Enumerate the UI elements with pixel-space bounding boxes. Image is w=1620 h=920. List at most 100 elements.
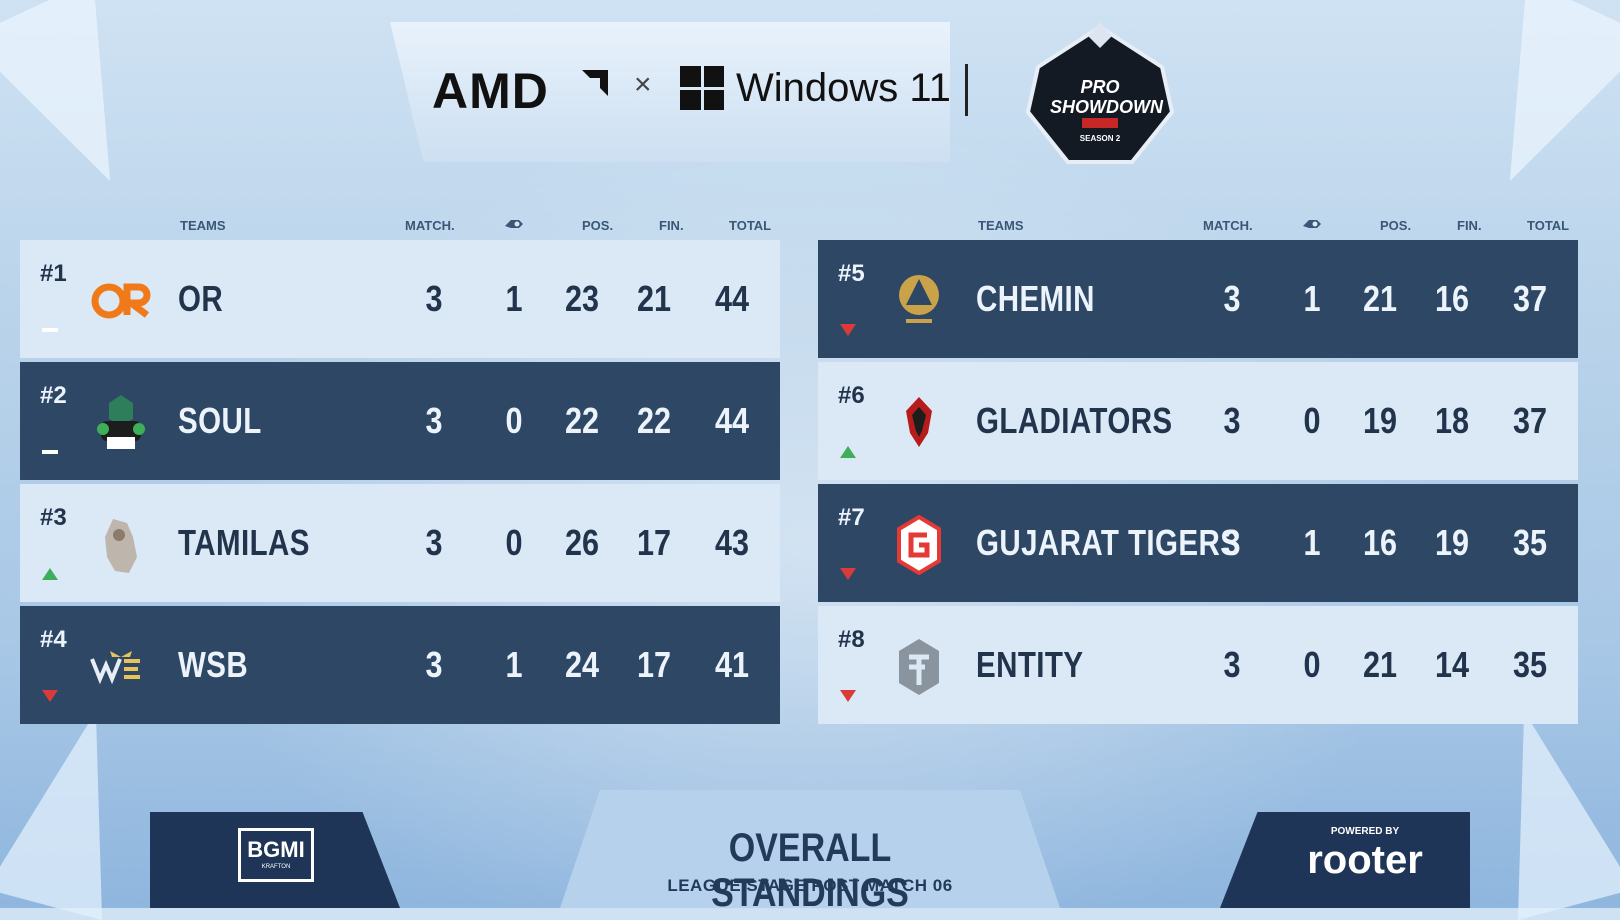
footer-center-panel (560, 790, 1060, 908)
col-fin: FIN. (1457, 218, 1482, 233)
table-row: #6 GLADIATORS 3 0 19 18 37 (818, 362, 1578, 480)
matches-value: 3 (1223, 522, 1241, 563)
sponsor-bar (390, 22, 950, 162)
col-pos: POS. (1380, 218, 1412, 233)
team-name: OR (178, 278, 224, 319)
finish-points-value: 22 (636, 400, 672, 441)
cross-symbol: × (634, 68, 652, 101)
page-title: OVERALL STANDINGS (711, 826, 909, 915)
total-points-value: 44 (714, 278, 750, 319)
col-total: TOTAL (729, 218, 772, 233)
trend-down-icon (42, 690, 58, 702)
or-logo-icon (90, 270, 152, 332)
event-name: PRO SHOWDOWN (1050, 77, 1163, 117)
powered-by-label: POWERED BY (1330, 826, 1400, 837)
trend-same-icon (42, 328, 58, 332)
total-points-value: 41 (714, 644, 750, 685)
wsb-logo-icon (90, 636, 152, 698)
table-row: #7 GUJARAT TIGERS 3 1 16 19 35 (818, 484, 1578, 602)
trend-same-icon (42, 450, 58, 454)
total-points-value: 35 (1512, 644, 1548, 685)
chicken-dinner-value: 0 (505, 522, 523, 563)
gladiators-logo-icon (888, 392, 950, 454)
rank: #3 (40, 504, 67, 531)
matches-value: 3 (425, 400, 443, 441)
pro-showdown-badge-icon (1025, 22, 1175, 164)
chicken-dinner-value: 1 (1303, 278, 1321, 319)
finish-points-value: 18 (1434, 400, 1470, 441)
entity-logo-icon (888, 636, 950, 698)
finish-points-value: 16 (1434, 278, 1470, 319)
windows-logo-icon (680, 66, 724, 110)
col-fin: FIN. (659, 218, 684, 233)
trend-up-icon (840, 446, 856, 458)
team-name: ENTITY (976, 644, 1084, 685)
trend-down-icon (840, 324, 856, 336)
trend-down-icon (840, 568, 856, 580)
position-points-value: 26 (564, 522, 600, 563)
chicken-dinner-value: 1 (505, 644, 523, 685)
rank: #4 (40, 626, 67, 653)
amd-arrow-icon (582, 70, 608, 96)
col-match: MATCH. (405, 218, 455, 233)
tamilas-logo-icon (90, 514, 152, 576)
total-points-value: 37 (1512, 400, 1548, 441)
position-points-value: 21 (1362, 644, 1398, 685)
table-row: #8 ENTITY 3 0 21 14 35 (818, 606, 1578, 724)
total-points-value: 37 (1512, 278, 1548, 319)
rank: #5 (838, 260, 865, 287)
trend-down-icon (840, 690, 856, 702)
column-headers: TEAMS MATCH. POS. FIN. TOTAL (818, 210, 1578, 240)
total-points-value: 44 (714, 400, 750, 441)
matches-value: 3 (1223, 644, 1241, 685)
chicken-dinner-value: 0 (505, 400, 523, 441)
chicken-dinner-value: 0 (1303, 644, 1321, 685)
col-pos: POS. (582, 218, 614, 233)
gujarat-tigers-logo-icon (888, 514, 950, 576)
team-name: WSB (178, 644, 249, 685)
position-points-value: 22 (564, 400, 600, 441)
matches-value: 3 (425, 644, 443, 685)
table-row: #1 OR 3 1 23 21 44 (20, 240, 780, 358)
col-kill-icon (1301, 216, 1323, 235)
col-kill-icon (503, 216, 525, 235)
finish-points-value: 17 (636, 522, 672, 563)
table-row: #5 CHEMIN 3 1 21 16 37 (818, 240, 1578, 358)
chicken-dinner-value: 1 (505, 278, 523, 319)
table-row: #3 TAMILAS 3 0 26 17 43 (20, 484, 780, 602)
col-teams: TEAMS (180, 218, 226, 233)
col-match: MATCH. (1203, 218, 1253, 233)
matches-value: 3 (1223, 278, 1241, 319)
table-row: #4 WSB 3 1 24 17 41 (20, 606, 780, 724)
rank: #8 (838, 626, 865, 653)
team-name: SOUL (178, 400, 262, 441)
windows-text: Windows 11 (736, 66, 951, 110)
col-total: TOTAL (1527, 218, 1570, 233)
rank: #6 (838, 382, 865, 409)
total-points-value: 43 (714, 522, 750, 563)
team-name: TAMILAS (178, 522, 310, 563)
rank: #7 (838, 504, 865, 531)
rooter-logo: rooter (1307, 838, 1423, 882)
table-row: #2 SOUL 3 0 22 22 44 (20, 362, 780, 480)
trend-up-icon (42, 568, 58, 580)
total-points-value: 35 (1512, 522, 1548, 563)
footer-right-panel (1220, 812, 1470, 908)
standings-table-left: TEAMS MATCH. POS. FIN. TOTAL #1 OR 3 1 2… (20, 210, 780, 728)
matches-value: 3 (425, 522, 443, 563)
krafton-text: KRAFTON (261, 864, 291, 870)
bgmi-logo: BGMI (238, 828, 314, 882)
team-name: GLADIATORS (976, 400, 1173, 441)
sponsor-header: AMD × Windows 11 PRO SHOWDOWN SEASON 2 (390, 22, 1230, 172)
rank: #2 (40, 382, 67, 409)
finish-points-value: 19 (1434, 522, 1470, 563)
position-points-value: 24 (564, 644, 600, 685)
position-points-value: 21 (1362, 278, 1398, 319)
column-headers: TEAMS MATCH. POS. FIN. TOTAL (20, 210, 780, 240)
amd-logo-text: AMD (432, 63, 549, 119)
finish-points-value: 21 (636, 278, 672, 319)
chemin-logo-icon (888, 270, 950, 332)
position-points-value: 23 (564, 278, 600, 319)
matches-value: 3 (425, 278, 443, 319)
event-season: SEASON 2 (1079, 134, 1121, 143)
